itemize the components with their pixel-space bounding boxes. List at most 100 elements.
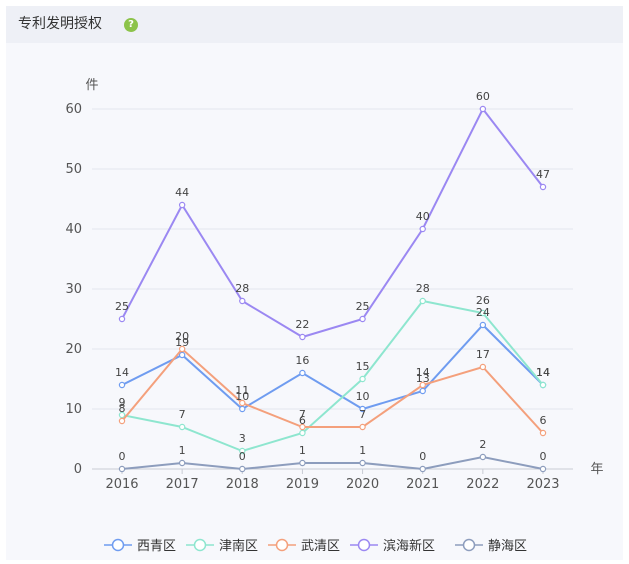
data-point xyxy=(419,225,426,233)
panel-title: 专利发明授权 xyxy=(18,16,102,32)
data-point xyxy=(539,429,547,437)
y-tick-label: 20 xyxy=(65,342,82,357)
data-point xyxy=(178,423,186,431)
data-label: 44 xyxy=(175,186,189,199)
data-point xyxy=(239,447,246,455)
series-line xyxy=(121,299,544,453)
legend-label: 武清区 xyxy=(301,539,340,554)
data-label: 1 xyxy=(299,444,306,457)
data-label: 25 xyxy=(115,300,129,313)
data-label: 15 xyxy=(356,360,370,373)
data-label: 6 xyxy=(540,414,547,427)
x-tick-label: 2023 xyxy=(526,477,559,492)
data-point xyxy=(118,315,126,323)
data-label: 28 xyxy=(235,282,249,295)
data-point xyxy=(299,369,306,377)
data-point xyxy=(178,345,186,353)
data-label: 1 xyxy=(359,444,366,457)
series-line xyxy=(121,107,544,339)
data-label: 10 xyxy=(356,390,370,403)
grid-lines xyxy=(92,108,573,410)
legend-label: 静海区 xyxy=(488,539,527,554)
data-point xyxy=(118,411,126,419)
y-tick-label: 0 xyxy=(74,462,82,477)
data-label: 22 xyxy=(295,318,309,331)
data-point xyxy=(539,381,547,389)
data-point xyxy=(359,459,366,467)
data-point xyxy=(239,399,246,407)
data-point xyxy=(419,387,426,395)
y-axis-label: 件 xyxy=(85,78,98,93)
data-point xyxy=(178,459,186,467)
data-label: 0 xyxy=(540,450,547,463)
data-label: 10 xyxy=(235,390,249,403)
legend-label: 滨海新区 xyxy=(383,538,435,554)
x-tick-label: 2022 xyxy=(466,477,499,492)
legend-marker xyxy=(357,538,371,552)
data-label: 14 xyxy=(536,366,550,379)
data-point xyxy=(419,381,426,389)
y-tick-label: 10 xyxy=(65,402,82,417)
data-point xyxy=(118,465,126,473)
panel-header: 专利发明授权 ? xyxy=(6,6,623,43)
data-label: 0 xyxy=(239,450,246,463)
data-label: 14 xyxy=(416,366,430,379)
x-tick-label: 2018 xyxy=(226,477,259,492)
data-label: 47 xyxy=(536,168,550,181)
data-point xyxy=(118,381,126,389)
x-tick-label: 2021 xyxy=(406,477,439,492)
x-tick-label: 2020 xyxy=(346,477,379,492)
data-label: 6 xyxy=(299,414,306,427)
series-line xyxy=(121,455,544,471)
legend-marker xyxy=(462,538,476,552)
data-label: 7 xyxy=(359,408,366,421)
legend-label: 西青区 xyxy=(137,539,176,554)
series-line xyxy=(121,323,544,411)
data-point xyxy=(479,309,487,317)
data-point xyxy=(239,297,246,305)
data-point xyxy=(479,321,487,329)
data-point xyxy=(419,297,426,305)
data-label: 14 xyxy=(536,366,550,379)
data-point xyxy=(539,183,547,191)
series-group xyxy=(118,105,547,473)
data-point xyxy=(479,453,487,461)
data-point xyxy=(299,333,306,341)
data-label: 24 xyxy=(476,306,490,319)
data-point xyxy=(178,201,186,209)
data-label: 25 xyxy=(356,300,370,313)
data-label: 1 xyxy=(179,444,186,457)
data-point xyxy=(299,429,306,437)
data-label: 0 xyxy=(419,450,426,463)
data-label: 28 xyxy=(416,282,430,295)
data-point xyxy=(359,405,366,413)
legend: 西青区 津南区 武清区 滨海新区 静海区 xyxy=(104,538,527,554)
x-tick-label: 2017 xyxy=(166,477,199,492)
data-label: 40 xyxy=(416,210,430,223)
data-label: 0 xyxy=(119,450,126,463)
y-tick-label: 40 xyxy=(65,222,82,237)
data-label: 7 xyxy=(179,408,186,421)
data-label: 7 xyxy=(299,408,306,421)
x-tick-label: 2019 xyxy=(286,477,319,492)
y-tick-label: 60 xyxy=(65,102,82,117)
data-label: 17 xyxy=(476,348,490,361)
data-point xyxy=(479,363,487,371)
data-label: 8 xyxy=(119,402,126,415)
data-point xyxy=(299,459,306,467)
legend-label: 津南区 xyxy=(219,538,258,554)
x-tick-label: 2016 xyxy=(105,477,138,492)
chart-panel: 专利发明授权 ? xyxy=(6,6,623,560)
data-label: 9 xyxy=(119,396,126,409)
question-icon[interactable]: ? xyxy=(124,18,138,32)
data-label: 2 xyxy=(479,438,486,451)
data-label: 3 xyxy=(239,432,246,445)
data-label: 11 xyxy=(235,384,249,397)
data-point xyxy=(539,465,547,473)
series-line xyxy=(121,347,544,434)
data-label: 60 xyxy=(476,90,490,103)
data-label: 20 xyxy=(175,330,189,343)
